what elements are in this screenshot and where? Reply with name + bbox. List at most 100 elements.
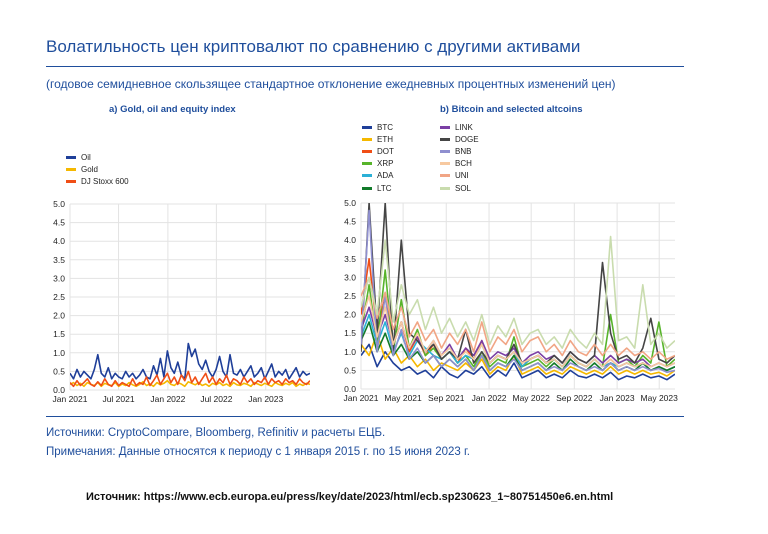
y-tick-label: 1.5: [344, 328, 356, 338]
legend-item: XRP: [362, 158, 394, 170]
legend-swatch: [440, 149, 450, 153]
legend-label: DOT: [377, 146, 394, 156]
legend-swatch: [362, 137, 372, 141]
legend-swatch: [440, 186, 450, 190]
legend-b-col2: LINK DOGE BNB BCH UNI SOL: [440, 121, 479, 194]
y-tick-label: 4.5: [53, 218, 65, 228]
legend-swatch: [362, 162, 372, 166]
y-tick-label: 4.0: [53, 236, 65, 246]
title-rule: [46, 66, 684, 67]
legend-label: LINK: [455, 122, 473, 132]
y-tick-label: 0.5: [344, 365, 356, 375]
panel-b-title: b) Bitcoin and selected altcoins: [440, 104, 583, 115]
x-tick-label: Jan 2022: [472, 393, 507, 403]
legend-a: Oil Gold DJ Stoxx 600: [66, 151, 129, 188]
page-subtitle: (годовое семидневное скользящее стандарт…: [46, 77, 616, 91]
y-tick-label: 2.0: [53, 311, 65, 321]
y-tick-label: 3.0: [344, 272, 356, 282]
y-tick-label: 2.5: [53, 292, 65, 302]
legend-label: LTC: [377, 183, 392, 193]
y-tick-label: 1.0: [53, 348, 65, 358]
series-line: [361, 235, 675, 349]
legend-item: BCH: [440, 158, 479, 170]
source-reference: Источник: https://www.ecb.europa.eu/pres…: [86, 491, 614, 503]
series-line: [361, 203, 675, 364]
y-tick-label: 5.0: [344, 198, 356, 208]
sources-note: Источники: CryptoCompare, Bloomberg, Ref…: [46, 427, 386, 439]
legend-item: BTC: [362, 121, 394, 133]
x-tick-label: Jan 2023: [248, 394, 283, 404]
legend-item: DOT: [362, 145, 394, 157]
legend-label: XRP: [377, 159, 394, 169]
notes-note: Примечания: Данные относятся к периоду с…: [46, 446, 470, 458]
legend-item: SOL: [440, 182, 479, 194]
legend-swatch: [66, 180, 76, 184]
y-tick-label: 3.5: [344, 254, 356, 264]
x-tick-label: May 2021: [384, 393, 422, 403]
legend-item: BNB: [440, 145, 479, 157]
legend-item: DOGE: [440, 133, 479, 145]
legend-item: ADA: [362, 170, 394, 182]
x-tick-label: Jul 2021: [102, 394, 134, 404]
legend-item: Gold: [66, 163, 129, 175]
y-tick-label: 3.0: [53, 273, 65, 283]
legend-item: UNI: [440, 170, 479, 182]
series-line: [361, 276, 675, 360]
footer-rule: [46, 416, 684, 417]
legend-label: UNI: [455, 171, 469, 181]
series-line: [70, 342, 310, 380]
legend-label: ADA: [377, 171, 394, 181]
legend-swatch: [362, 174, 372, 178]
x-tick-label: Jan 2021: [53, 394, 88, 404]
chart-b: 0.0 0.5 1.0 1.5 2.0 2.5 3.0 3.5 4.0 4.5 5.0 Jan 202…: [344, 198, 679, 403]
series-line: [70, 370, 310, 388]
y-tick-label: 0.0: [344, 384, 356, 394]
legend-item: Oil: [66, 151, 129, 163]
series-line: [361, 295, 675, 368]
y-tick-label: 2.5: [344, 291, 356, 301]
legend-label: ETH: [377, 134, 393, 144]
legend-b-col1: BTC ETH DOT XRP ADA LTC: [362, 121, 394, 194]
y-tick-label: 1.5: [53, 329, 65, 339]
x-tick-label: Jan 2021: [344, 393, 379, 403]
legend-swatch: [362, 149, 372, 153]
x-tick-label: Jan 2022: [150, 394, 185, 404]
legend-swatch: [66, 167, 76, 171]
legend-label: BTC: [377, 122, 393, 132]
series-line: [361, 343, 675, 381]
legend-label: SOL: [455, 183, 472, 193]
legend-swatch: [440, 162, 450, 166]
x-tick-label: Sep 2021: [428, 393, 465, 403]
legend-item: ETH: [362, 133, 394, 145]
x-tick-label: May 2022: [512, 393, 550, 403]
y-tick-label: 4.5: [344, 217, 356, 227]
legend-label: Gold: [81, 164, 98, 174]
legend-item: LINK: [440, 121, 479, 133]
y-tick-label: 0.0: [53, 385, 65, 395]
y-tick-label: 0.5: [53, 366, 65, 376]
y-tick-label: 1.0: [344, 347, 356, 357]
chart-a: 0.0 0.5 1.0 1.5 2.0 2.5 3.0 3.5 4.0 4.5 5.0 Jan 202…: [53, 199, 310, 404]
legend-label: BNB: [455, 146, 472, 156]
x-tick-label: Jul 2022: [200, 394, 232, 404]
legend-label: Oil: [81, 152, 91, 162]
legend-swatch: [440, 174, 450, 178]
legend-swatch: [66, 155, 76, 159]
x-tick-label: Jan 2023: [600, 393, 635, 403]
legend-item: LTC: [362, 182, 394, 194]
legend-swatch: [362, 186, 372, 190]
legend-swatch: [440, 137, 450, 141]
panel-a-title: a) Gold, oil and equity index: [109, 104, 236, 115]
y-tick-label: 5.0: [53, 199, 65, 209]
legend-item: DJ Stoxx 600: [66, 176, 129, 188]
series-line: [361, 209, 675, 374]
y-tick-label: 3.5: [53, 255, 65, 265]
page-title: Волатильность цен криптовалют по сравнен…: [46, 37, 581, 56]
x-tick-label: Sep 2022: [556, 393, 593, 403]
y-tick-label: 4.0: [344, 235, 356, 245]
legend-swatch: [362, 125, 372, 129]
y-tick-label: 2.0: [344, 310, 356, 320]
x-tick-label: May 2023: [641, 393, 679, 403]
legend-label: DOGE: [455, 134, 479, 144]
legend-label: BCH: [455, 159, 472, 169]
